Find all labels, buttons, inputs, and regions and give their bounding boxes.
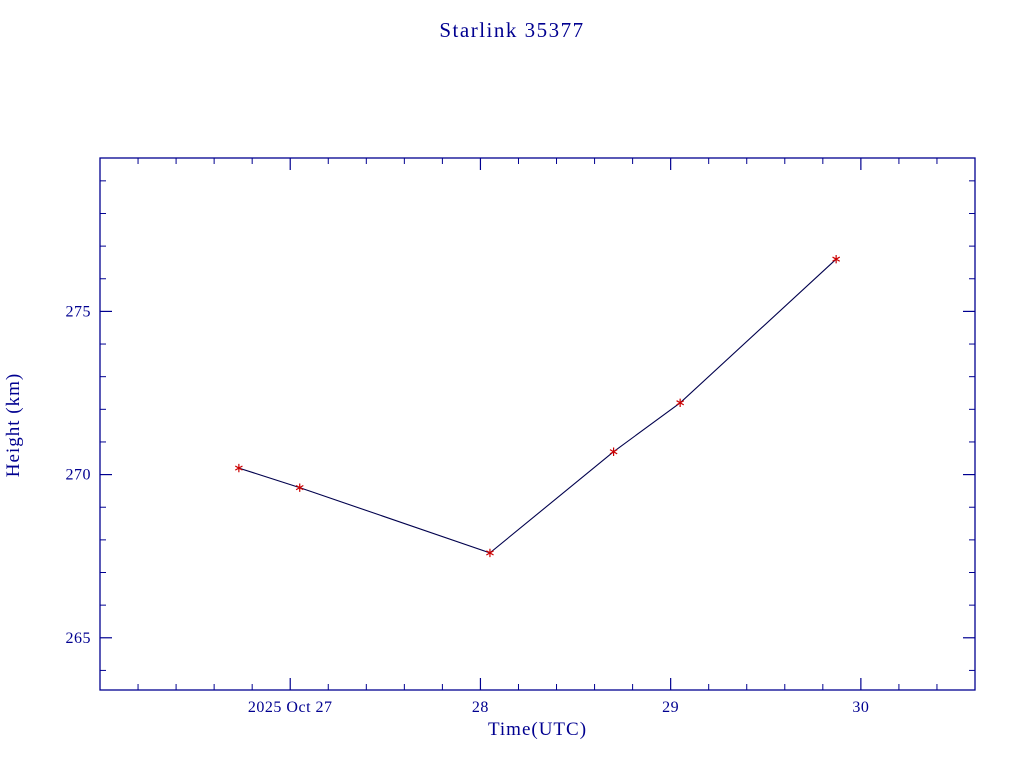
plot-border <box>99 157 976 691</box>
data-point-marker <box>295 483 304 492</box>
chart-title: Starlink 35377 <box>439 18 585 42</box>
y-tick-label-0: 265 <box>66 630 92 647</box>
y-tick-label-2: 275 <box>66 303 92 320</box>
data-point-marker <box>832 254 841 264</box>
data-point-marker <box>486 548 494 558</box>
x-tick-label-1: 28 <box>472 699 489 716</box>
data-point-marker <box>234 463 243 473</box>
data-point-marker <box>676 398 685 407</box>
x-tick-label-3: 30 <box>852 699 869 716</box>
series-line <box>238 258 837 554</box>
x-tick-label-0: 2025 Oct 27 <box>248 699 333 716</box>
y-tick-label-1: 270 <box>66 467 92 484</box>
data-point-marker <box>609 447 618 456</box>
x-tick-label-2: 29 <box>662 699 679 716</box>
x-axis-label: Time(UTC) <box>487 719 588 740</box>
